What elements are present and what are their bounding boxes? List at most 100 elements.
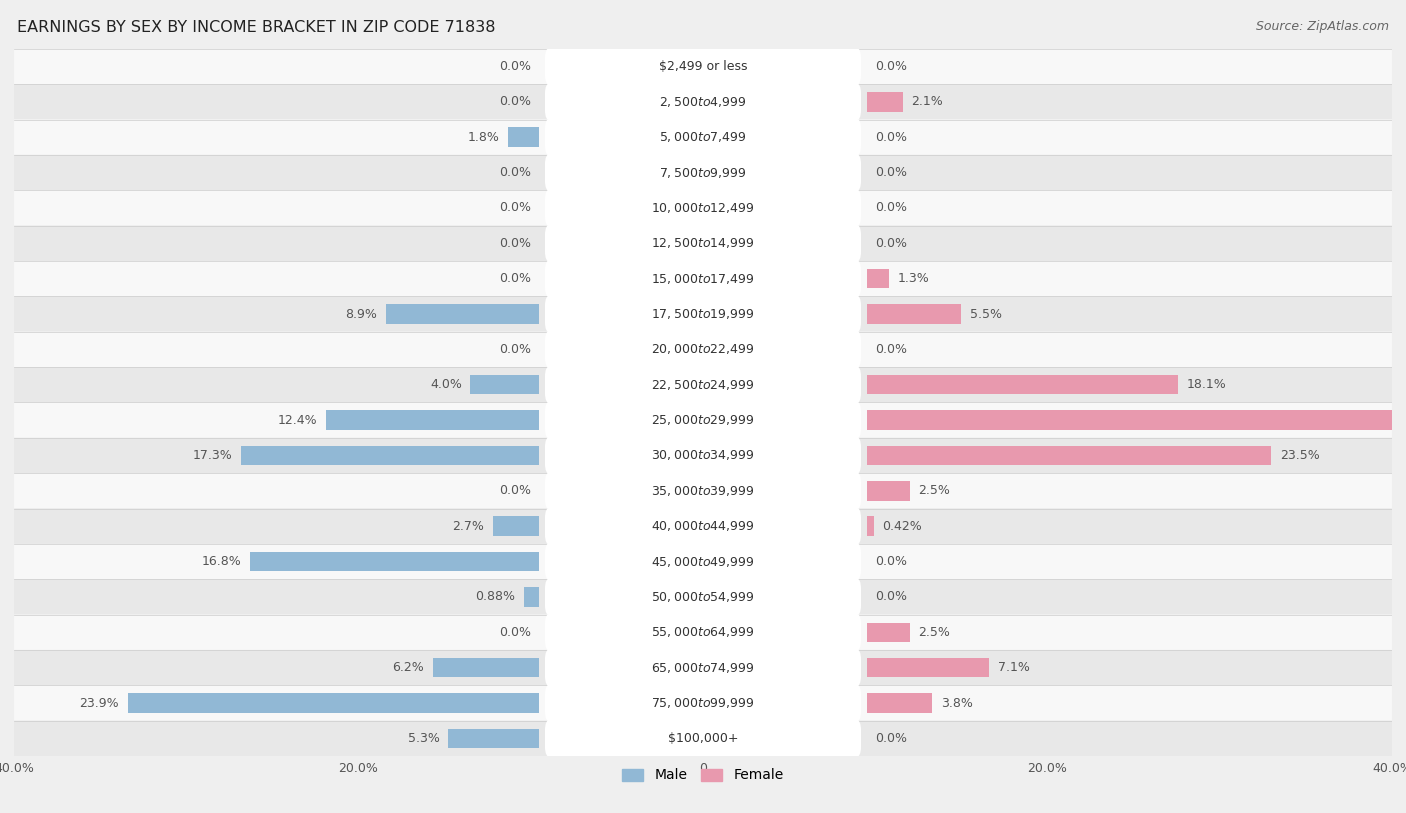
Bar <box>866 92 903 111</box>
Text: $35,000 to $39,999: $35,000 to $39,999 <box>651 484 755 498</box>
Text: Source: ZipAtlas.com: Source: ZipAtlas.com <box>1256 20 1389 33</box>
Text: $30,000 to $34,999: $30,000 to $34,999 <box>651 449 755 463</box>
Text: 2.5%: 2.5% <box>918 626 950 639</box>
Bar <box>866 411 1406 430</box>
FancyBboxPatch shape <box>546 224 860 262</box>
Text: 8.9%: 8.9% <box>346 307 377 320</box>
FancyBboxPatch shape <box>14 650 1392 685</box>
Text: $55,000 to $64,999: $55,000 to $64,999 <box>651 625 755 639</box>
Bar <box>326 411 540 430</box>
Text: 0.42%: 0.42% <box>883 520 922 533</box>
Text: 3.8%: 3.8% <box>941 697 973 710</box>
Bar <box>866 516 875 536</box>
FancyBboxPatch shape <box>14 473 1392 509</box>
Text: 0.0%: 0.0% <box>875 590 907 603</box>
Text: $40,000 to $44,999: $40,000 to $44,999 <box>651 520 755 533</box>
FancyBboxPatch shape <box>546 720 860 757</box>
Text: 0.0%: 0.0% <box>875 60 907 73</box>
FancyBboxPatch shape <box>14 509 1392 544</box>
Text: $75,000 to $99,999: $75,000 to $99,999 <box>651 696 755 710</box>
Text: $15,000 to $17,499: $15,000 to $17,499 <box>651 272 755 285</box>
Bar <box>866 269 889 289</box>
Text: 0.0%: 0.0% <box>875 131 907 144</box>
Bar <box>250 552 540 572</box>
Text: $2,500 to $4,999: $2,500 to $4,999 <box>659 95 747 109</box>
Text: 0.88%: 0.88% <box>475 590 516 603</box>
Text: 0.0%: 0.0% <box>499 202 531 215</box>
Bar <box>866 375 1178 394</box>
Text: $10,000 to $12,499: $10,000 to $12,499 <box>651 201 755 215</box>
Bar <box>242 446 540 465</box>
Text: 0.0%: 0.0% <box>499 272 531 285</box>
Text: 6.2%: 6.2% <box>392 661 425 674</box>
Text: $22,500 to $24,999: $22,500 to $24,999 <box>651 378 755 392</box>
Text: 0.0%: 0.0% <box>499 485 531 498</box>
FancyBboxPatch shape <box>546 437 860 474</box>
Bar <box>866 623 910 642</box>
Text: $2,499 or less: $2,499 or less <box>659 60 747 73</box>
FancyBboxPatch shape <box>546 83 860 120</box>
FancyBboxPatch shape <box>14 190 1392 225</box>
FancyBboxPatch shape <box>546 366 860 403</box>
Bar <box>494 516 540 536</box>
Bar <box>433 658 540 677</box>
Text: 2.5%: 2.5% <box>918 485 950 498</box>
FancyBboxPatch shape <box>546 154 860 191</box>
Bar <box>471 375 540 394</box>
FancyBboxPatch shape <box>546 260 860 298</box>
Legend: Male, Female: Male, Female <box>617 763 789 788</box>
Text: 0.0%: 0.0% <box>499 237 531 250</box>
FancyBboxPatch shape <box>546 119 860 156</box>
Text: 23.5%: 23.5% <box>1279 449 1320 462</box>
FancyBboxPatch shape <box>14 685 1392 720</box>
Text: 2.7%: 2.7% <box>453 520 484 533</box>
Text: 0.0%: 0.0% <box>499 343 531 356</box>
FancyBboxPatch shape <box>14 579 1392 615</box>
FancyBboxPatch shape <box>14 544 1392 579</box>
Text: 0.0%: 0.0% <box>875 555 907 568</box>
FancyBboxPatch shape <box>14 225 1392 261</box>
FancyBboxPatch shape <box>14 437 1392 473</box>
Text: $45,000 to $49,999: $45,000 to $49,999 <box>651 554 755 568</box>
Text: 0.0%: 0.0% <box>499 60 531 73</box>
Bar <box>449 728 540 748</box>
FancyBboxPatch shape <box>14 402 1392 437</box>
Bar <box>509 128 540 147</box>
Bar <box>866 693 932 713</box>
Bar <box>866 481 910 501</box>
Text: 7.1%: 7.1% <box>997 661 1029 674</box>
FancyBboxPatch shape <box>14 154 1392 190</box>
Text: 0.0%: 0.0% <box>875 166 907 179</box>
Text: 17.3%: 17.3% <box>193 449 233 462</box>
FancyBboxPatch shape <box>546 543 860 580</box>
Bar <box>387 304 540 324</box>
Text: $50,000 to $54,999: $50,000 to $54,999 <box>651 590 755 604</box>
FancyBboxPatch shape <box>14 84 1392 120</box>
Text: 0.0%: 0.0% <box>875 343 907 356</box>
Text: 2.1%: 2.1% <box>911 95 943 108</box>
FancyBboxPatch shape <box>14 49 1392 84</box>
Text: 4.0%: 4.0% <box>430 378 461 391</box>
Bar <box>866 446 1271 465</box>
Text: $7,500 to $9,999: $7,500 to $9,999 <box>659 166 747 180</box>
FancyBboxPatch shape <box>14 120 1392 154</box>
Bar <box>866 304 962 324</box>
Text: 0.0%: 0.0% <box>499 626 531 639</box>
Text: 1.8%: 1.8% <box>468 131 499 144</box>
Text: 23.9%: 23.9% <box>80 697 120 710</box>
FancyBboxPatch shape <box>546 48 860 85</box>
Text: 0.0%: 0.0% <box>875 732 907 745</box>
FancyBboxPatch shape <box>546 189 860 227</box>
Bar <box>866 658 988 677</box>
Text: 5.3%: 5.3% <box>408 732 440 745</box>
Text: $20,000 to $22,499: $20,000 to $22,499 <box>651 342 755 356</box>
FancyBboxPatch shape <box>546 295 860 333</box>
FancyBboxPatch shape <box>546 685 860 722</box>
Text: $17,500 to $19,999: $17,500 to $19,999 <box>651 307 755 321</box>
Text: 5.5%: 5.5% <box>970 307 1002 320</box>
Bar <box>128 693 540 713</box>
FancyBboxPatch shape <box>546 402 860 439</box>
Text: 18.1%: 18.1% <box>1187 378 1226 391</box>
Bar <box>524 587 540 606</box>
Text: 0.0%: 0.0% <box>499 166 531 179</box>
